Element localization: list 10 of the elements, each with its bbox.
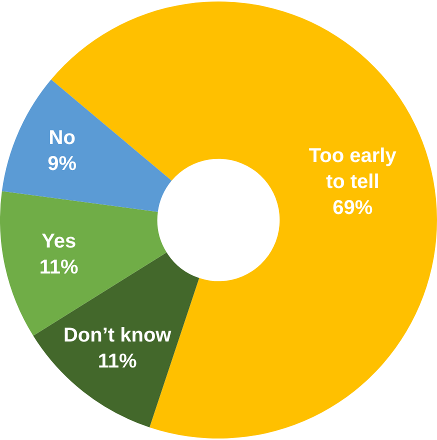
slice-label: Don’t know — [63, 324, 172, 346]
slice-label: No — [48, 127, 76, 150]
data-label: 11% — [98, 350, 138, 372]
slice-label: Too early to tell — [308, 144, 398, 193]
data-label: 9% — [48, 153, 77, 176]
slice-label: Yes — [42, 230, 76, 252]
donut-slice — [2, 80, 172, 212]
donut-slice — [33, 252, 200, 428]
data-label: 11% — [39, 256, 79, 278]
data-label: 69% — [332, 196, 373, 219]
